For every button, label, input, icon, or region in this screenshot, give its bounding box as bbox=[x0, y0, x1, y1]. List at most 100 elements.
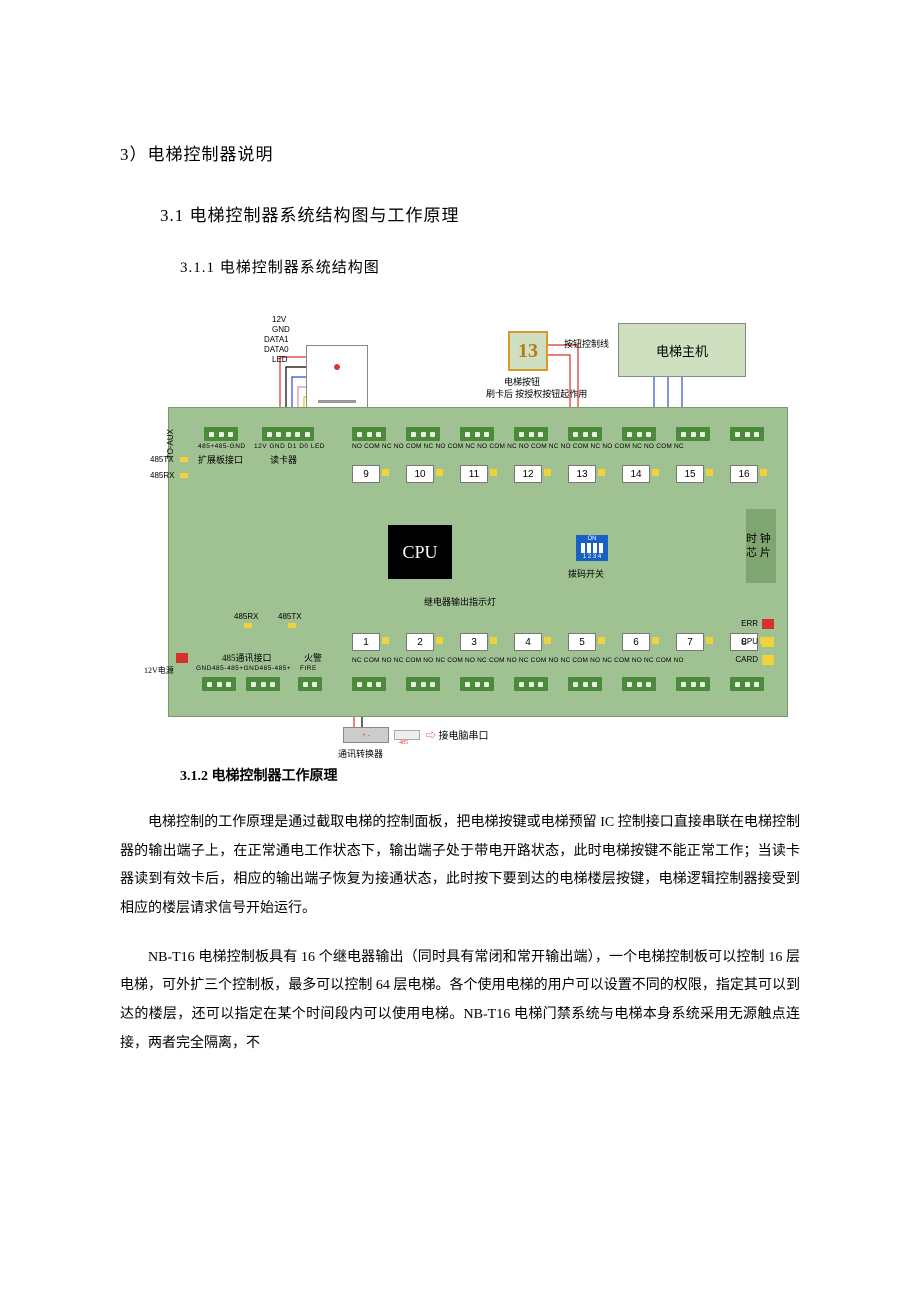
relay-led-12 bbox=[544, 469, 551, 476]
relay-10: 10 bbox=[406, 465, 434, 483]
label-card: CARD bbox=[735, 655, 758, 664]
tb-bot-2 bbox=[406, 677, 440, 691]
heading-level-3b: 3.1.2 电梯控制器工作原理 bbox=[180, 765, 800, 785]
pc-port-arrow: ⇨ 接电脑串口 bbox=[426, 727, 489, 742]
reader-pins-label: 12V GND D1 D0 LED bbox=[254, 443, 325, 450]
tb-bot-6 bbox=[622, 677, 656, 691]
tb-top-15 bbox=[676, 427, 710, 441]
relay-led-4 bbox=[544, 637, 551, 644]
comm-pins-label: GND485-485+GND485-485+ bbox=[196, 665, 291, 672]
relay-9: 9 bbox=[352, 465, 380, 483]
paragraph-1: 电梯控制的工作原理是通过截取电梯的控制面板，把电梯按键或电梯预留 IC 控制接口… bbox=[120, 809, 800, 924]
floor-button-box: 13 bbox=[508, 331, 548, 371]
led-485tx bbox=[180, 457, 188, 462]
relay-11: 11 bbox=[460, 465, 488, 483]
tb-bot-1 bbox=[352, 677, 386, 691]
wire-label-12v: 12V bbox=[272, 315, 286, 324]
relay-led-10 bbox=[436, 469, 443, 476]
relay-6: 6 bbox=[622, 633, 650, 651]
relay-15: 15 bbox=[676, 465, 704, 483]
button-ctrl-line-label: 按钮控制线 bbox=[564, 337, 609, 350]
led-btm-485tx bbox=[288, 623, 296, 628]
led-err bbox=[762, 619, 774, 629]
tb-comm-1 bbox=[202, 677, 236, 691]
relay-3: 3 bbox=[460, 633, 488, 651]
led-485rx bbox=[180, 473, 188, 478]
heading-level-3a: 3.1.1 电梯控制器系统结构图 bbox=[180, 256, 800, 277]
relay-bot-pins: NC COM NO NC COM NO NC COM NO NC COM NO … bbox=[352, 657, 684, 664]
relay-led-3 bbox=[490, 637, 497, 644]
relay-top-pins: NO COM NC NO COM NC NO COM NC NO COM NC … bbox=[352, 443, 684, 450]
converter-box: + - bbox=[343, 727, 389, 743]
floor-button-sub: 刷卡后 按授权按钮起作用 bbox=[486, 389, 587, 400]
reader-port-label: 读卡器 bbox=[270, 453, 297, 466]
wire-label-data1: DATA1 bbox=[264, 335, 289, 344]
fire-pin-label: FIRE bbox=[300, 665, 317, 672]
relay-indicator-label: 继电器输出指示灯 bbox=[424, 595, 496, 608]
tb-bot-3 bbox=[460, 677, 494, 691]
label-btm-485rx: 485RX bbox=[234, 612, 258, 621]
tb-bot-5 bbox=[568, 677, 602, 691]
relay-7: 7 bbox=[676, 633, 704, 651]
led-btm-485rx bbox=[244, 623, 252, 628]
led-cpu bbox=[762, 637, 774, 647]
floor-button-label: 电梯按钮 bbox=[504, 375, 540, 388]
dip-switch: ON 1 2 3 4 bbox=[576, 535, 608, 561]
label-err: ERR bbox=[741, 619, 758, 628]
wire-label-led: LED bbox=[272, 355, 288, 364]
comm-port-label: 485通讯接口 bbox=[222, 651, 272, 664]
relay-led-2 bbox=[436, 637, 443, 644]
power-label: 12V电源 bbox=[144, 665, 174, 676]
cpu-chip: CPU bbox=[388, 525, 452, 579]
tb-ext bbox=[204, 427, 238, 441]
clock-chip: 时 钟 芯 片 bbox=[746, 509, 776, 583]
tb-top-16 bbox=[730, 427, 764, 441]
tb-comm-2 bbox=[246, 677, 280, 691]
relay-13: 13 bbox=[568, 465, 596, 483]
relay-led-6 bbox=[652, 637, 659, 644]
tb-top-9 bbox=[352, 427, 386, 441]
relay-12: 12 bbox=[514, 465, 542, 483]
wire-label-gnd: GND bbox=[272, 325, 290, 334]
tb-bot-7 bbox=[676, 677, 710, 691]
elevator-host-box: 电梯主机 bbox=[618, 323, 746, 377]
label-btm-485tx: 485TX bbox=[278, 612, 302, 621]
tb-bot-4 bbox=[514, 677, 548, 691]
label-485rx: 485RX bbox=[150, 471, 174, 480]
relay-led-9 bbox=[382, 469, 389, 476]
tb-top-14 bbox=[622, 427, 656, 441]
relay-1: 1 bbox=[352, 633, 380, 651]
heading-level-1: 3）电梯控制器说明 bbox=[120, 140, 800, 165]
relay-led-5 bbox=[598, 637, 605, 644]
converter-label: 通讯转换器 bbox=[338, 747, 383, 760]
ext-pins-label: 485+485-GND bbox=[198, 443, 246, 450]
paragraph-2: NB-T16 电梯控制板具有 16 个继电器输出（同时具有常闭和常开输出端），一… bbox=[120, 944, 800, 1059]
relay-led-11 bbox=[490, 469, 497, 476]
tb-top-11 bbox=[460, 427, 494, 441]
led-power bbox=[176, 653, 188, 663]
converter-plug: 485 bbox=[394, 730, 420, 740]
system-structure-diagram: 读卡器 12V GND DATA1 DATA0 LED 13 电梯按钮 刷卡后 … bbox=[168, 307, 788, 747]
tb-top-13 bbox=[568, 427, 602, 441]
relay-led-13 bbox=[598, 469, 605, 476]
tb-top-10 bbox=[406, 427, 440, 441]
tb-top-12 bbox=[514, 427, 548, 441]
tb-fire bbox=[298, 677, 322, 691]
dip-switch-label: 拨码开关 bbox=[568, 567, 604, 580]
relay-14: 14 bbox=[622, 465, 650, 483]
relay-16: 16 bbox=[730, 465, 758, 483]
label-cpu-status: CPU bbox=[741, 637, 758, 646]
tb-reader bbox=[262, 427, 314, 441]
relay-led-1 bbox=[382, 637, 389, 644]
relay-led-7 bbox=[706, 637, 713, 644]
wire-label-data0: DATA0 bbox=[264, 345, 289, 354]
relay-4: 4 bbox=[514, 633, 542, 651]
led-card bbox=[762, 655, 774, 665]
relay-led-16 bbox=[760, 469, 767, 476]
tb-bot-8 bbox=[730, 677, 764, 691]
ext-port-label: 扩展板接口 bbox=[198, 453, 243, 466]
label-485tx: 485TX bbox=[150, 455, 174, 464]
relay-2: 2 bbox=[406, 633, 434, 651]
fire-label: 火警 bbox=[304, 651, 322, 664]
relay-5: 5 bbox=[568, 633, 596, 651]
